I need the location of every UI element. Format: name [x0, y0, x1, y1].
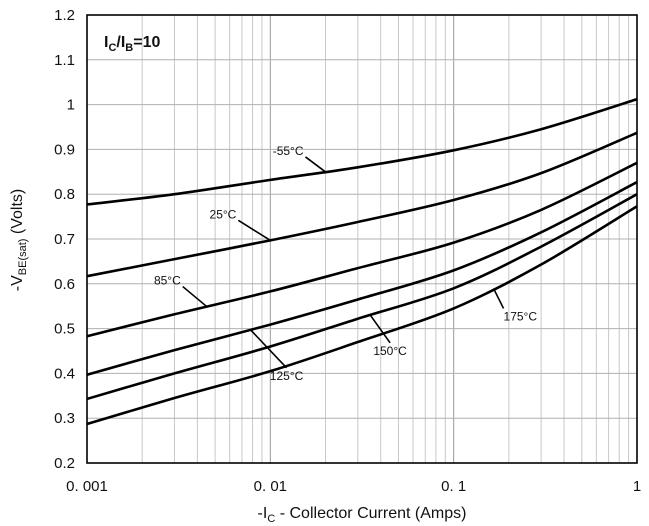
y-tick-label: 1.1 — [54, 52, 75, 69]
leader-line-1 — [237, 219, 271, 242]
leader-line-3 — [249, 329, 288, 369]
x-tick-label: 0. 001 — [66, 478, 108, 495]
leader-line-0 — [305, 156, 327, 173]
y-tick-label: 0.3 — [54, 410, 75, 427]
curve-label-5: 175°C — [504, 309, 538, 323]
ic-ib-annotation: IC/IB=10 — [104, 34, 160, 54]
series-line-0 — [86, 97, 638, 206]
y-tick-label: 0.5 — [54, 321, 75, 338]
y-tick-label: 1.2 — [54, 7, 75, 24]
y-tick-label: 0.6 — [54, 276, 75, 293]
leader-line-4 — [369, 314, 391, 344]
x-tick-label: 0. 1 — [441, 478, 466, 495]
x-axis-label: -IC - Collector Current (Amps) — [258, 505, 467, 525]
series-line-4 — [86, 193, 638, 401]
curve-label-3: 125°C — [270, 369, 304, 383]
y-tick-label: 0.2 — [54, 455, 75, 472]
x-tick-label: 0. 01 — [254, 478, 287, 495]
series-line-1 — [86, 131, 638, 278]
x-tick-label: 1 — [633, 478, 641, 495]
y-tick-label: 0.9 — [54, 141, 75, 158]
y-tick-label: 0.7 — [54, 231, 75, 248]
series-lines — [86, 97, 638, 426]
series-line-5 — [86, 205, 638, 426]
y-tick-label: 0.4 — [54, 365, 75, 382]
curve-labels: -55°C 25°C 85°C 125°C 150°C 175°C — [154, 144, 537, 383]
series-line-3 — [86, 180, 638, 376]
y-tick-label: 0.8 — [54, 186, 75, 203]
tick-labels: 0.2 0.3 0.4 0.5 0.6 0.7 0.8 0.9 1 1.1 1.2 0. 001 0. … — [54, 7, 641, 495]
curve-label-1: 25°C — [210, 207, 237, 221]
curve-label-0: -55°C — [273, 144, 304, 158]
leader-line-5 — [492, 288, 505, 309]
y-tick-label: 1 — [67, 97, 75, 114]
leader-line-2 — [182, 285, 208, 308]
plot-border — [86, 14, 638, 464]
curve-label-4: 150°C — [373, 344, 407, 358]
series-line-2 — [86, 161, 638, 338]
curve-label-2: 85°C — [154, 274, 181, 288]
grid — [87, 14, 637, 464]
plot-frame — [86, 14, 638, 464]
y-axis-label: -VBE(sat) (Volts) — [9, 189, 29, 291]
